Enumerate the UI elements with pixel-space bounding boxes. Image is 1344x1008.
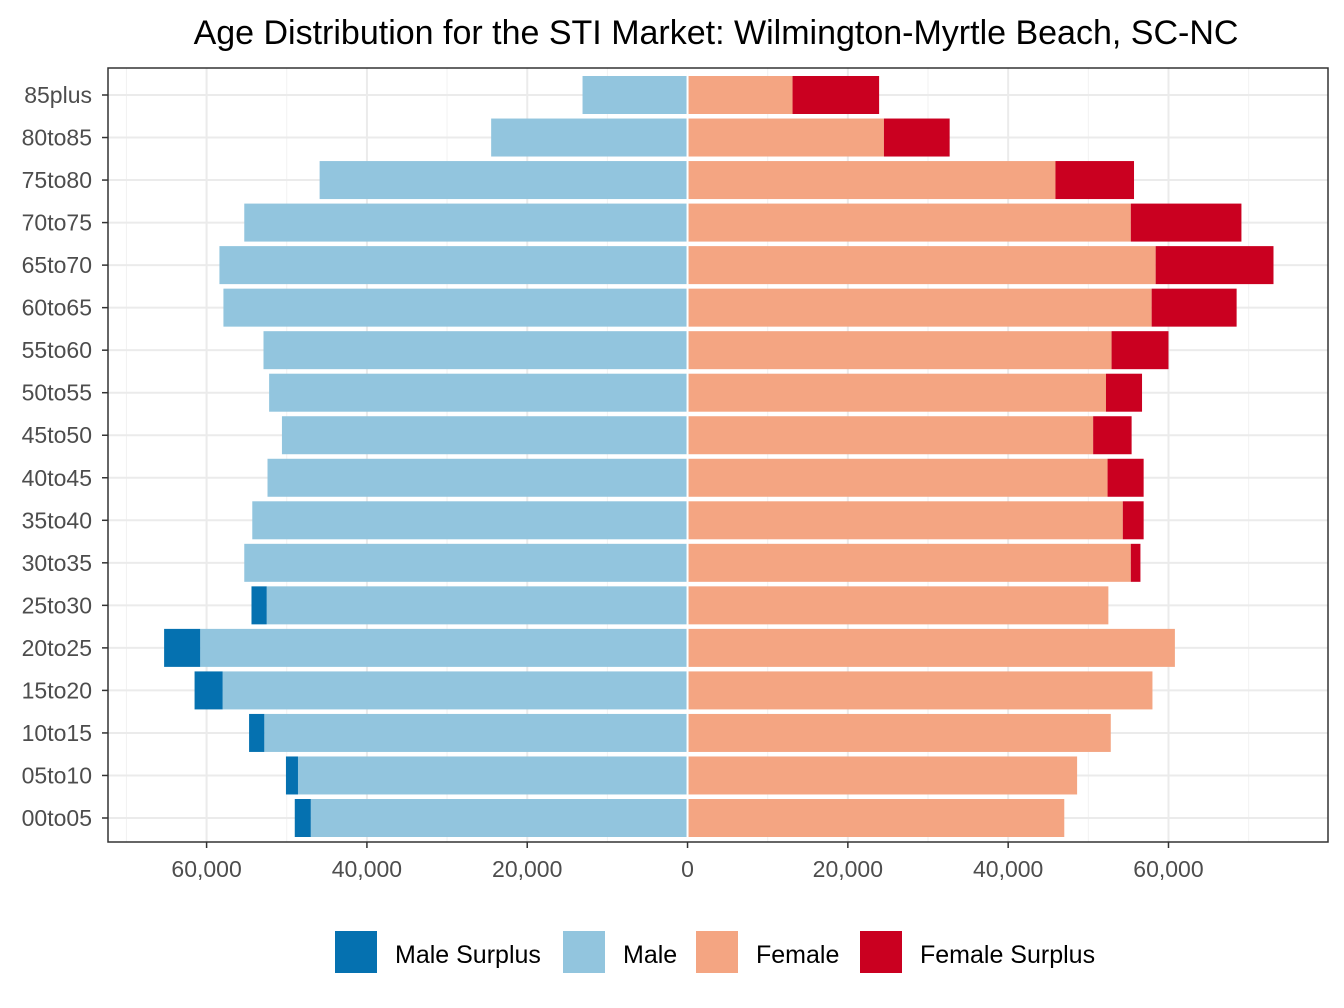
- bar-male: [310, 799, 688, 837]
- x-tick-label: 60,000: [1133, 856, 1203, 882]
- legend-label: Male Surplus: [395, 941, 541, 969]
- bar-male-surplus: [251, 586, 267, 625]
- legend: Male Surplus Male Female Female Surplus: [335, 931, 1095, 973]
- bar-male-surplus: [249, 713, 265, 752]
- legend-label: Female: [756, 941, 839, 969]
- bar-female: [687, 118, 884, 157]
- x-tick-label: 40,000: [973, 856, 1043, 882]
- bar-male: [252, 501, 688, 540]
- bar-female-surplus: [1151, 288, 1237, 327]
- bar-female: [687, 671, 1153, 710]
- x-tick-label: 60,000: [171, 856, 241, 882]
- bar-male-surplus: [294, 799, 311, 837]
- chart-title: Age Distribution for the STI Market: Wil…: [194, 14, 1239, 52]
- y-tick-label: 40to45: [22, 465, 92, 491]
- bar-female: [687, 501, 1123, 540]
- legend-label: Male: [623, 941, 677, 969]
- y-tick-label: 50to55: [22, 380, 92, 406]
- y-tick-label: 00to05: [22, 805, 92, 831]
- bar-female-surplus: [1105, 373, 1143, 412]
- bar-female: [687, 203, 1131, 242]
- bar-male: [263, 331, 688, 370]
- y-tick-label: 85plus: [24, 82, 92, 108]
- y-tick-label: 30to35: [22, 550, 92, 576]
- bar-female-surplus: [1130, 203, 1242, 242]
- y-tick-label: 60to65: [22, 295, 92, 321]
- bar-female: [687, 373, 1106, 412]
- bar-female: [687, 288, 1152, 327]
- bar-female: [687, 246, 1156, 285]
- bar-female: [687, 713, 1111, 752]
- bar-male: [267, 458, 688, 497]
- bar-male: [319, 161, 688, 200]
- bar-male: [244, 543, 688, 582]
- x-tick-label: 40,000: [332, 856, 402, 882]
- bar-female-surplus: [1122, 501, 1144, 540]
- y-tick-label: 20to25: [22, 635, 92, 661]
- bar-female-surplus: [1107, 458, 1144, 497]
- bar-female: [687, 756, 1078, 795]
- bar-female: [687, 76, 793, 114]
- y-tick-label: 70to75: [22, 210, 92, 236]
- legend-swatch: [696, 931, 738, 973]
- y-tick-label: 10to15: [22, 720, 92, 746]
- bar-female-surplus: [1155, 246, 1274, 285]
- bar-male-surplus: [164, 628, 201, 667]
- bar-female: [687, 331, 1112, 370]
- bar-female: [687, 586, 1109, 625]
- bar-male: [491, 118, 688, 157]
- legend-label: Female Surplus: [920, 941, 1095, 969]
- bar-female-surplus: [1130, 543, 1141, 582]
- bar-female-surplus: [1093, 416, 1132, 455]
- y-tick-label: 65to70: [22, 252, 92, 278]
- legend-swatch: [563, 931, 605, 973]
- y-axis: 85plus 80to85 75to80 70to75 65to70 60to65 55to…: [22, 82, 108, 831]
- bar-female: [687, 543, 1131, 582]
- bar-male: [219, 246, 688, 285]
- bar-female: [687, 161, 1056, 200]
- x-axis: 60,000 40,000 20,000 0 20,000 40,000 60,000: [171, 842, 1204, 882]
- y-tick-label: 15to20: [22, 677, 92, 703]
- bar-male: [297, 756, 688, 795]
- bar-female: [687, 458, 1108, 497]
- bar-male-surplus: [285, 756, 298, 795]
- bar-female-surplus: [792, 76, 880, 114]
- bar-female-surplus: [1111, 331, 1169, 370]
- bar-female: [687, 628, 1175, 667]
- y-tick-label: 45to50: [22, 422, 92, 448]
- bar-male: [222, 671, 688, 710]
- bar-male: [266, 586, 688, 625]
- bar-male: [223, 288, 688, 327]
- legend-swatch: [335, 931, 377, 973]
- y-tick-label: 25to30: [22, 592, 92, 618]
- x-tick-label: 20,000: [492, 856, 562, 882]
- x-tick-label: 20,000: [813, 856, 883, 882]
- x-tick-label: 0: [681, 856, 694, 882]
- bar-male: [281, 416, 688, 455]
- legend-swatch: [860, 931, 902, 973]
- bar-female: [687, 416, 1094, 455]
- bar-female-surplus: [1055, 161, 1135, 200]
- y-tick-label: 35to40: [22, 507, 92, 533]
- bars: [164, 68, 1274, 842]
- y-tick-label: 75to80: [22, 167, 92, 193]
- bar-male: [244, 203, 688, 242]
- y-tick-label: 55to60: [22, 337, 92, 363]
- bar-female-surplus: [883, 118, 950, 157]
- bar-male: [582, 76, 688, 114]
- y-tick-label: 80to85: [22, 125, 92, 151]
- bar-male: [269, 373, 688, 412]
- bar-female: [687, 799, 1065, 837]
- plot-panel-border: [107, 67, 1329, 843]
- bar-male-surplus: [194, 671, 223, 710]
- bar-male: [264, 713, 688, 752]
- bar-male: [200, 628, 688, 667]
- y-tick-label: 05to10: [22, 762, 92, 788]
